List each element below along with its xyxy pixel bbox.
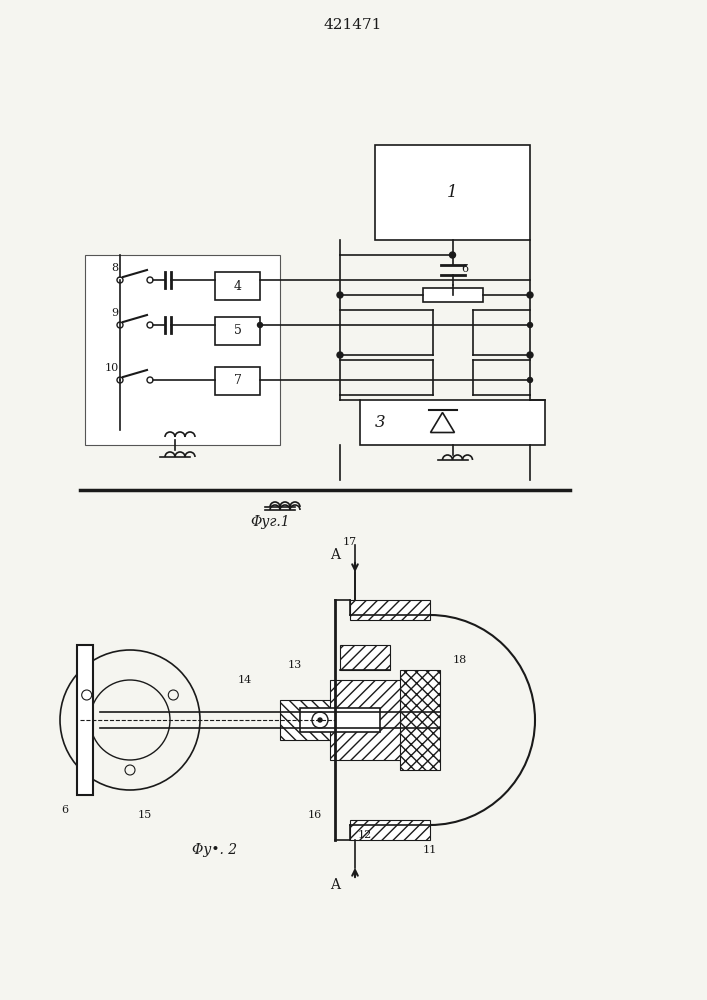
Circle shape xyxy=(312,712,328,728)
Circle shape xyxy=(117,377,123,383)
Bar xyxy=(280,700,340,740)
Circle shape xyxy=(147,377,153,383)
Bar xyxy=(423,288,482,302)
Circle shape xyxy=(117,277,123,283)
Bar xyxy=(215,272,260,300)
Circle shape xyxy=(117,322,123,328)
Text: A: A xyxy=(330,878,340,892)
Text: 16: 16 xyxy=(308,810,322,820)
Bar xyxy=(350,820,430,840)
Text: Φуг.1: Φуг.1 xyxy=(250,515,290,529)
Text: 6: 6 xyxy=(461,264,468,274)
Text: Φу•. 2: Φу•. 2 xyxy=(192,843,238,857)
Text: 421471: 421471 xyxy=(324,18,382,32)
Circle shape xyxy=(450,292,455,298)
Text: 8: 8 xyxy=(112,263,119,273)
Text: 14: 14 xyxy=(238,675,252,685)
Text: 12: 12 xyxy=(358,830,372,840)
Circle shape xyxy=(337,292,343,298)
Circle shape xyxy=(147,322,153,328)
Bar xyxy=(215,367,260,395)
Text: 7: 7 xyxy=(233,374,241,387)
Circle shape xyxy=(450,252,455,258)
Text: 9: 9 xyxy=(112,308,119,318)
Circle shape xyxy=(527,322,532,328)
Text: 5: 5 xyxy=(233,324,241,338)
Text: 11: 11 xyxy=(423,845,437,855)
Text: 13: 13 xyxy=(288,660,302,670)
Bar xyxy=(85,255,280,445)
Text: 3: 3 xyxy=(375,414,385,431)
Text: 15: 15 xyxy=(138,810,152,820)
Circle shape xyxy=(257,322,262,328)
Text: 6: 6 xyxy=(62,805,69,815)
Text: 18: 18 xyxy=(453,655,467,665)
Circle shape xyxy=(527,352,533,358)
Circle shape xyxy=(318,718,322,722)
Circle shape xyxy=(527,292,533,298)
Bar xyxy=(300,708,380,732)
Bar xyxy=(340,645,390,670)
Bar xyxy=(77,645,93,795)
Text: 10: 10 xyxy=(105,363,119,373)
Bar xyxy=(400,670,440,770)
Bar xyxy=(215,317,260,345)
Text: A: A xyxy=(330,548,340,562)
Text: 17: 17 xyxy=(343,537,357,547)
Circle shape xyxy=(147,277,153,283)
Bar xyxy=(350,600,430,620)
Bar xyxy=(360,400,545,445)
Circle shape xyxy=(527,377,532,382)
Bar xyxy=(330,680,410,760)
Bar xyxy=(375,145,530,240)
Circle shape xyxy=(337,352,343,358)
Text: 1: 1 xyxy=(448,184,458,201)
Text: 4: 4 xyxy=(233,279,242,292)
